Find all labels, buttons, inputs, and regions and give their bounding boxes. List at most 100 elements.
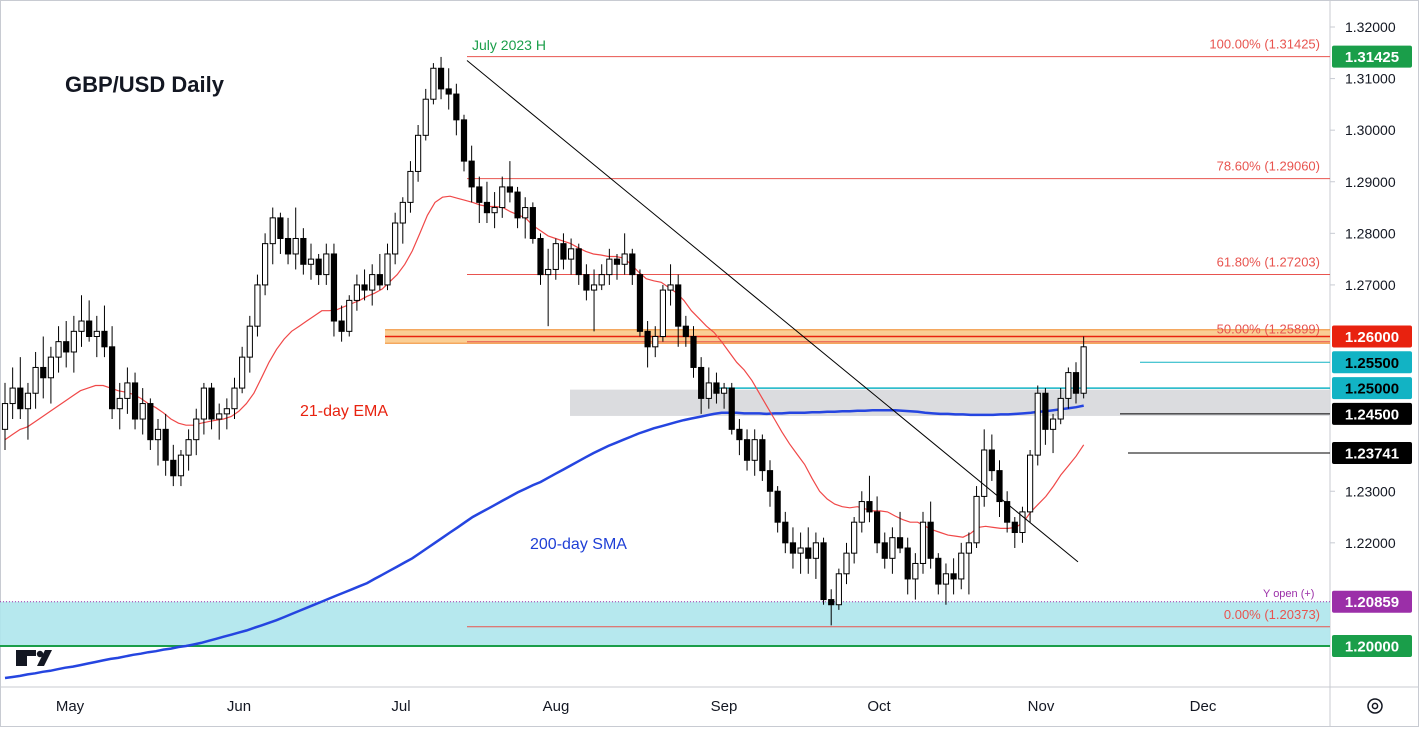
candle-body-up <box>598 274 605 286</box>
zone-gray <box>570 389 1330 416</box>
candle-body-up <box>70 330 77 353</box>
candle-body-up <box>399 201 406 224</box>
gear-icon[interactable] <box>1367 698 1383 714</box>
candle-body-down <box>537 237 544 276</box>
month-label: May <box>56 698 85 715</box>
candle-body-down <box>361 284 368 291</box>
candle <box>522 197 529 239</box>
fib-label: 78.60% (1.29060) <box>1217 159 1320 174</box>
candle-body-up <box>590 284 598 291</box>
candle <box>1080 336 1087 399</box>
candle <box>988 434 995 481</box>
candle-body-up <box>93 330 100 338</box>
candle-body-up <box>958 552 965 580</box>
candle <box>904 537 911 595</box>
candle <box>927 501 934 569</box>
candle <box>568 238 575 275</box>
y-tick-label: 1.28000 <box>1345 225 1396 241</box>
candle-body-down <box>284 237 292 255</box>
candle <box>874 496 881 554</box>
candle-body-down <box>1042 392 1049 430</box>
candle-body-up <box>47 356 54 379</box>
candle <box>55 326 62 373</box>
candle-body-up <box>499 186 506 209</box>
candle-body-up <box>422 98 429 136</box>
candle <box>162 413 169 476</box>
candle-body-down <box>728 387 735 430</box>
candle-body-down <box>1072 372 1080 394</box>
price-tag: 1.20859 <box>1332 590 1412 613</box>
candle-body-down <box>300 237 307 265</box>
price-tag-text: 1.25000 <box>1345 381 1399 398</box>
candle-body-down <box>63 341 70 353</box>
candle-body-up <box>851 521 858 554</box>
candle <box>973 486 980 548</box>
candle <box>86 300 93 342</box>
candle <box>93 315 100 358</box>
candle-body-up <box>705 382 712 399</box>
candle-body-up <box>1027 454 1034 513</box>
candle <box>552 238 559 280</box>
candle-body-down <box>935 557 942 585</box>
candle <box>675 274 682 347</box>
candle <box>392 212 399 265</box>
y-tick-label: 1.22000 <box>1345 535 1396 551</box>
candle-body-down <box>713 382 720 394</box>
candle-body-down <box>131 382 139 420</box>
candle <box>981 429 988 507</box>
candle <box>40 336 47 399</box>
candle <box>797 532 804 574</box>
candle-body-down <box>736 428 743 441</box>
candle-body-up <box>981 449 988 497</box>
candle-body-down <box>86 320 93 337</box>
candle-body-down <box>636 274 644 332</box>
candle-body-up <box>254 284 261 327</box>
candle-body-down <box>896 537 904 549</box>
candle <box>499 176 506 218</box>
price-tag-text: 1.20859 <box>1345 594 1399 611</box>
candle <box>483 181 491 224</box>
price-tag-bg <box>1332 45 1412 68</box>
candle-body-up <box>78 320 85 332</box>
candle-body-down <box>529 207 536 239</box>
candle <box>208 382 215 430</box>
candle <box>124 367 131 414</box>
candle-body-down <box>506 186 513 193</box>
candle <box>78 295 85 347</box>
candle <box>422 88 429 141</box>
candle-body-down <box>109 346 116 410</box>
candle-body-up <box>812 542 819 559</box>
candle-body-down <box>782 521 789 544</box>
candle-body-down <box>1011 521 1018 534</box>
candle <box>445 68 452 110</box>
candle-body-down <box>330 253 338 322</box>
candle-body-up <box>621 253 628 265</box>
tradingview-logo <box>16 650 52 666</box>
candle <box>1049 413 1057 454</box>
candle-body-down <box>583 274 590 291</box>
candle-body-up <box>430 67 437 100</box>
month-label: Aug <box>543 698 570 715</box>
price-tag-bg <box>1332 402 1412 425</box>
candle-body-up <box>1080 346 1087 394</box>
candle-body-down <box>789 542 797 554</box>
y-tick-label: 1.30000 <box>1345 122 1396 138</box>
downtrend-line <box>466 60 1079 563</box>
candle-body-up <box>307 258 315 265</box>
candle <box>652 326 659 358</box>
candle-body-up <box>522 207 529 219</box>
fib-labels: 100.00% (1.31425) 78.60% (1.29060) 61.80% … <box>1209 37 1320 622</box>
candle-body-up <box>200 387 208 420</box>
candle <box>231 377 238 420</box>
candle-body-down <box>315 258 322 276</box>
candle <box>835 568 842 610</box>
candle <box>629 248 636 285</box>
price-tag: 1.20000 <box>1332 635 1412 657</box>
candle-body-up <box>239 356 246 389</box>
candle <box>958 542 965 590</box>
candle-body-up <box>369 274 376 291</box>
candle <box>109 326 116 420</box>
candle <box>606 248 613 285</box>
candle <box>491 192 498 229</box>
